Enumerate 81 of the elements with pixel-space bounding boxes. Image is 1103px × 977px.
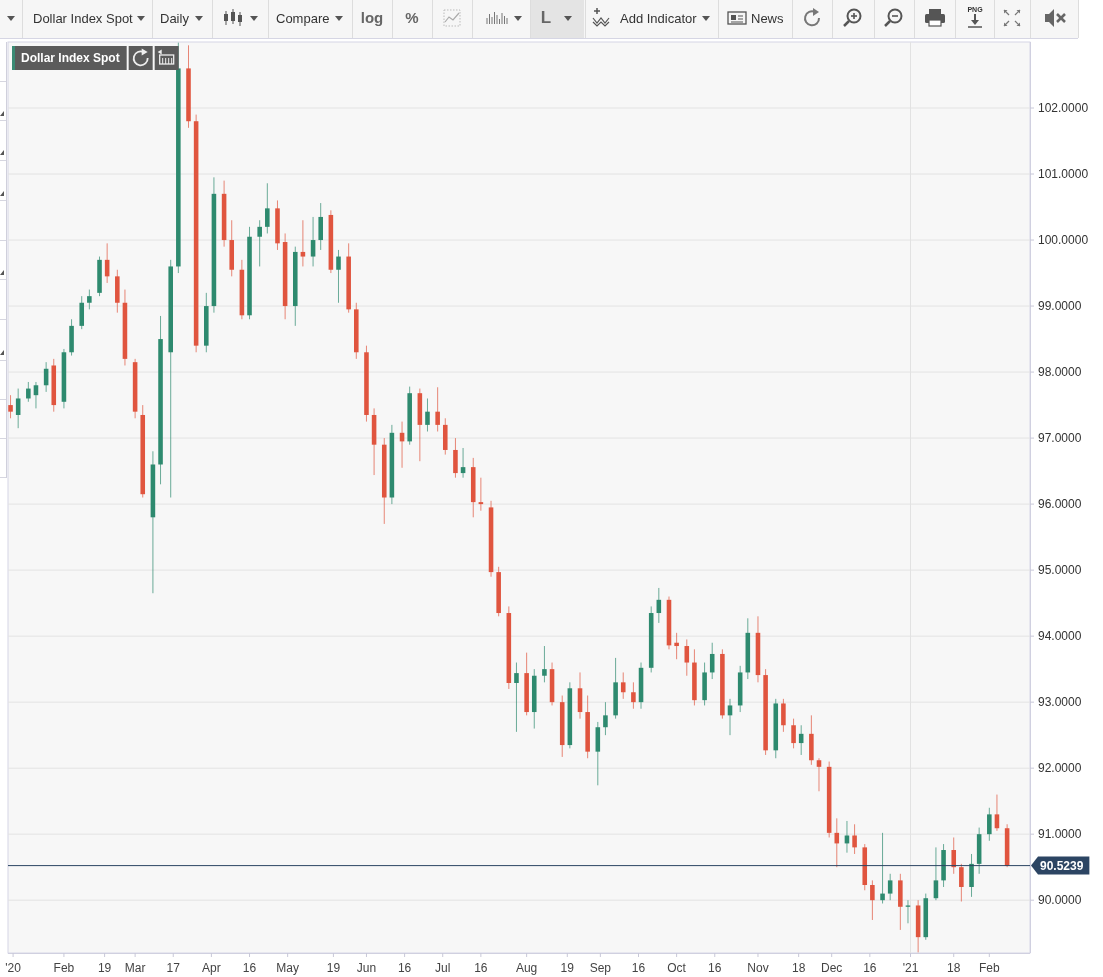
candlestick [603,701,608,736]
x-tick-label: Feb [53,961,75,975]
x-tick-label: '21 [902,961,919,975]
candlestick [834,817,840,868]
candlestick [336,249,341,304]
candlestick [951,836,957,875]
ref-line-label: 90.5239 [1040,858,1084,873]
text: Dollar Index Spot [33,11,134,26]
y-tick-label: 91.0000 [1038,827,1082,842]
candlestick [987,807,992,842]
candlestick [514,662,519,733]
candlestick [453,437,458,479]
candlestick [887,873,893,901]
y-tick-label: 90.0000 [1038,893,1082,908]
candlestick [880,832,885,904]
text: Dollar Index Spot [21,51,120,65]
text: log [360,9,384,26]
x-tick-label: 18 [947,961,961,975]
y-tick-label: 97.0000 [1038,431,1082,446]
x-tick-label: 19 [560,961,575,975]
y-tick-label: 95.0000 [1038,563,1082,578]
candlestick [318,202,323,251]
x-tick-label: Jun [356,961,377,975]
candlestick [300,219,306,267]
candlestick [265,182,270,234]
y-tick-label: 94.0000 [1038,629,1082,644]
x-tick-label: May [276,961,299,975]
candlestick [852,823,857,855]
x-tick-label: Apr [202,961,221,975]
text: News [751,11,785,26]
candlestick [905,899,911,924]
text: % [405,9,419,26]
x-tick-label: Nov [747,961,769,975]
text: Daily [160,11,190,26]
x-tick-label: 18 [791,961,806,975]
x-tick-label: Oct [667,961,687,975]
y-tick-label: 93.0000 [1038,695,1082,710]
candlestick [435,386,440,432]
candlestick [709,642,715,680]
text: Compare [276,11,330,26]
candlestick [631,681,636,710]
y-tick-label: 100.0000 [1038,233,1089,248]
x-tick-label: 17 [166,961,181,975]
candlestick [8,394,13,419]
x-tick-label: Aug [515,961,538,975]
text: L [540,8,552,27]
y-tick-label: 96.0000 [1038,497,1082,512]
x-tick-label: 16 [397,961,412,975]
y-tick-label: 101.0000 [1038,167,1089,182]
x-tick-label: Dec [821,961,843,975]
x-tick-label: 16 [242,961,257,975]
x-tick-label: 16 [863,961,877,975]
candlestick [87,289,92,310]
x-tick-label: 16 [631,961,646,975]
candlestick [257,219,262,267]
candlestick [959,863,964,903]
x-tick-label: '20 [5,961,22,975]
candlestick [870,879,875,921]
y-tick-label: 102.0000 [1038,101,1089,116]
text: Add Indicator [620,11,698,26]
x-tick-label: Mar [124,961,146,975]
candlestick [542,645,547,683]
candlestick [79,295,85,330]
x-tick-label: 19 [97,961,112,975]
candlestick [781,698,786,733]
candlestick [26,381,31,403]
x-tick-label: Feb [978,961,1000,975]
x-tick-label: Jul [435,961,451,975]
candlestick [674,632,679,660]
candlestick [425,397,430,432]
y-tick-label: 92.0000 [1038,761,1082,776]
candlestick [620,671,626,700]
x-tick-label: 19 [326,961,341,975]
candlestick [816,757,822,792]
x-tick-label: Sep [589,961,612,975]
y-tick-label: 99.0000 [1038,299,1082,314]
x-tick-label: 16 [708,961,722,975]
candlestick [791,718,796,749]
x-tick-label: 16 [474,961,488,975]
y-tick-label: 98.0000 [1038,365,1082,380]
candlestick [969,853,974,898]
